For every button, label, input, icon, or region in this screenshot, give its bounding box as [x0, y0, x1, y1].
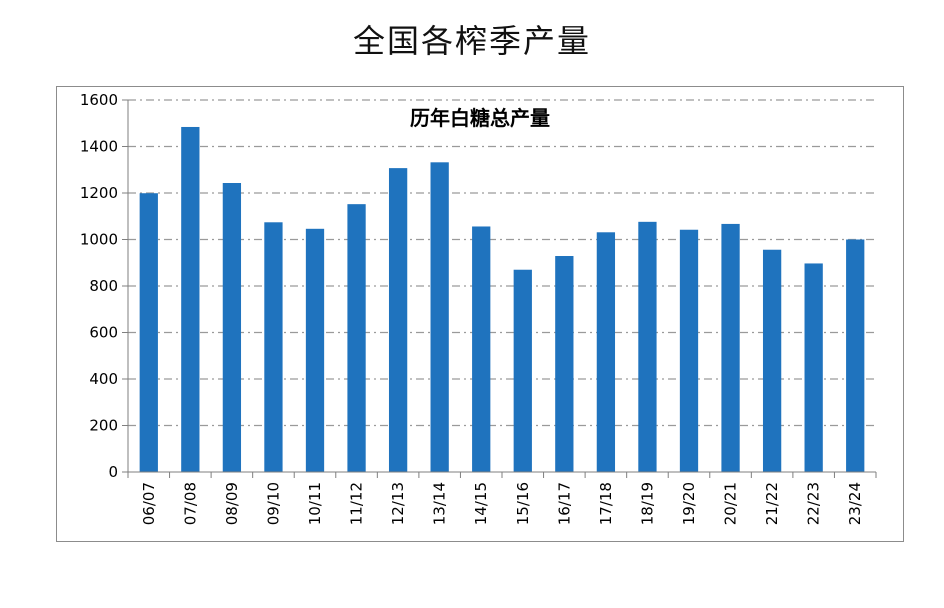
y-tick-label: 400 — [89, 370, 118, 388]
x-tick-label: 12/13 — [389, 482, 407, 525]
axes — [122, 99, 877, 478]
x-tick-label: 06/07 — [140, 482, 158, 525]
bar — [638, 221, 657, 472]
x-tick-label: 13/14 — [431, 482, 449, 525]
x-tick-label: 10/11 — [306, 482, 324, 525]
bar — [555, 256, 574, 472]
bar — [721, 223, 740, 472]
x-tick-label: 07/08 — [181, 482, 199, 525]
x-tick-label: 14/15 — [472, 482, 490, 525]
x-tick-label: 18/19 — [638, 482, 656, 525]
bar — [222, 183, 242, 472]
page-heading: 全国各榨季产量 — [352, 22, 591, 60]
chart-title: 历年白糖总产量 — [410, 106, 550, 130]
x-tick-label: 15/16 — [514, 482, 532, 525]
x-tick-label: 17/18 — [597, 482, 615, 525]
x-tick-label: 22/23 — [805, 482, 823, 525]
bar — [430, 162, 449, 472]
bar — [804, 263, 823, 472]
x-tick-label: 16/17 — [555, 482, 573, 525]
bar — [139, 193, 158, 473]
bar — [846, 239, 865, 472]
y-tick-labels: 0 200 400 600 800 1000 1200 1400 1600 — [80, 91, 118, 481]
y-tick-label: 1000 — [80, 231, 118, 249]
bar — [679, 229, 699, 472]
bar — [513, 269, 532, 472]
x-tick-label: 11/12 — [348, 482, 366, 525]
bar — [181, 126, 200, 472]
x-tick-label: 21/22 — [763, 482, 781, 525]
bars — [139, 126, 865, 473]
y-tick-label: 1600 — [80, 91, 118, 109]
bar — [596, 232, 616, 472]
x-tick-label: 19/20 — [680, 482, 698, 525]
bar — [264, 222, 283, 472]
gridlines — [128, 99, 876, 427]
y-tick-label: 200 — [89, 417, 118, 435]
y-tick-label: 0 — [108, 463, 118, 481]
bar — [347, 204, 366, 472]
x-tick-labels: 06/07 07/08 08/09 09/10 10/11 11/12 12/13 13/14… — [140, 482, 864, 525]
bar — [762, 249, 782, 472]
y-tick-label: 600 — [89, 324, 118, 342]
x-tick-label: 23/24 — [846, 482, 864, 525]
bar — [305, 228, 325, 472]
x-tick-label: 09/10 — [264, 482, 282, 525]
y-tick-label: 1200 — [80, 184, 118, 202]
y-tick-label: 800 — [89, 277, 118, 295]
x-tick-label: 08/09 — [223, 482, 241, 525]
y-tick-label: 1400 — [80, 138, 118, 156]
bar — [388, 168, 408, 472]
bar — [472, 226, 491, 472]
x-tick-label: 20/21 — [722, 482, 740, 525]
